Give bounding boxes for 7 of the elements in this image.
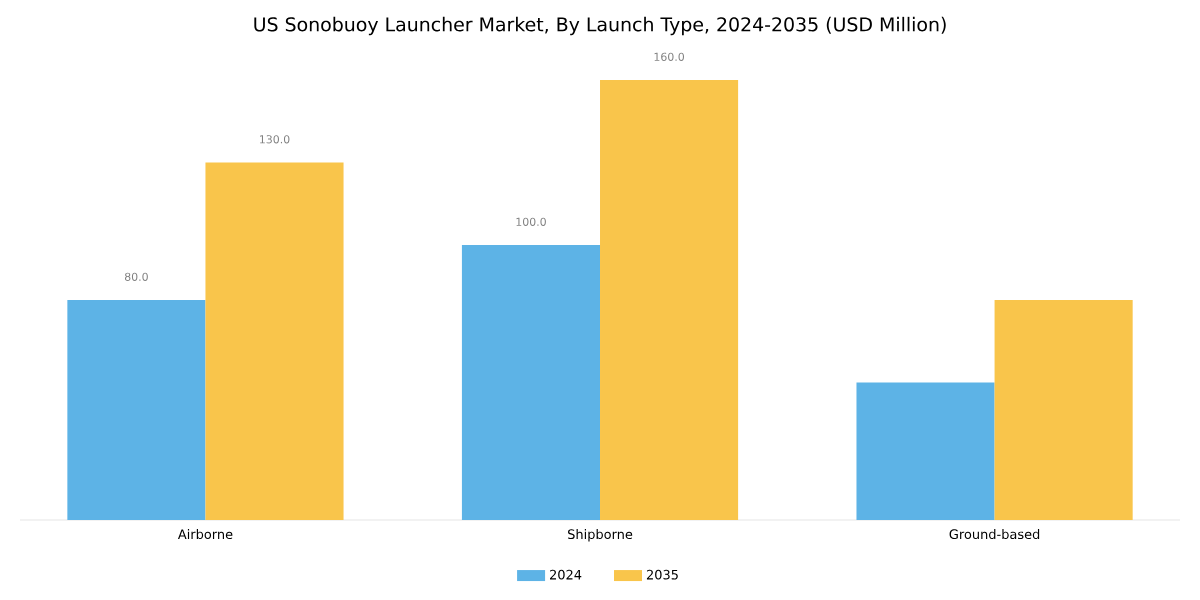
chart-title: US Sonobuoy Launcher Market, By Launch Type, 2024-2035 (USD Million) xyxy=(254,16,946,36)
bar xyxy=(856,382,995,520)
bar xyxy=(461,244,601,520)
bar xyxy=(600,79,739,520)
bar xyxy=(205,162,344,520)
bar xyxy=(994,299,1133,520)
bar xyxy=(67,299,206,520)
